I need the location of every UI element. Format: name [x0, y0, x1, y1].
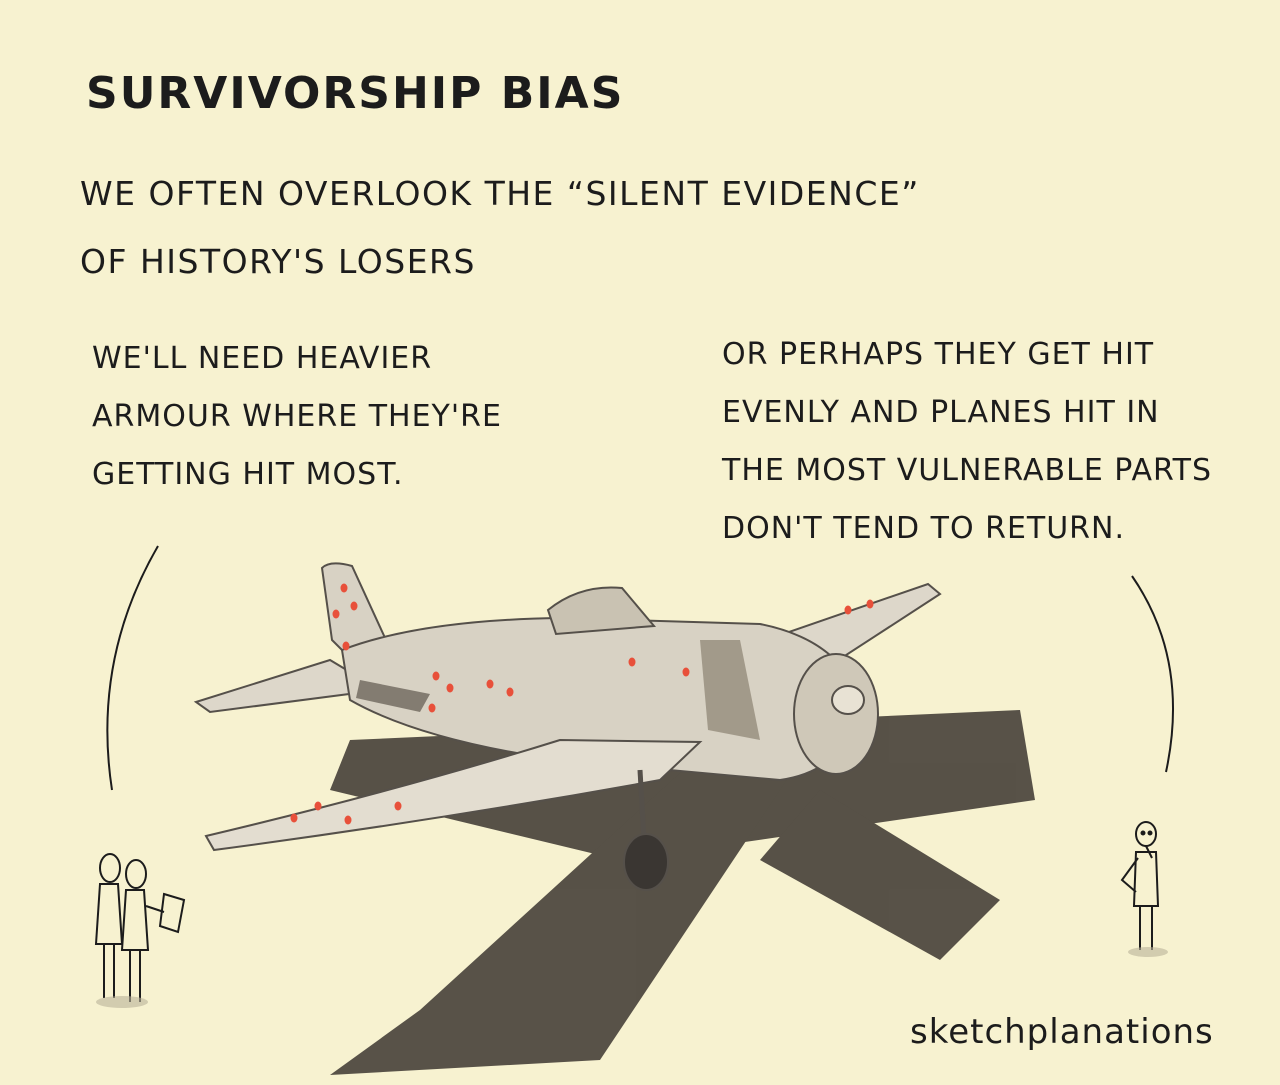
speech-right-line-2: EVENLY AND PLANES HIT IN — [722, 395, 1160, 430]
exhaust-band — [356, 680, 430, 712]
bullet-hole — [432, 671, 440, 681]
bullet-hole — [314, 801, 322, 811]
subtitle-line-2: OF HISTORY'S LOSERS — [80, 242, 476, 281]
fuselage-stripe — [700, 640, 760, 740]
bullet-hole — [428, 703, 436, 713]
ground-shadow-left — [96, 996, 148, 1008]
speech-left-line-2: ARMOUR WHERE THEY'RE — [92, 399, 502, 434]
stick-figure-right — [1120, 821, 1160, 950]
canopy — [546, 586, 657, 636]
speech-right-line-3: THE MOST VULNERABLE PARTS — [722, 453, 1213, 488]
bullet-hole — [446, 683, 454, 693]
ground-shadow-right — [1128, 947, 1168, 957]
bullet-hole — [332, 609, 340, 619]
plane — [193, 562, 942, 891]
bullet-hole — [344, 815, 352, 825]
bullet-hole — [844, 605, 852, 615]
landing-gear-strut — [637, 769, 647, 841]
bullet-hole — [486, 679, 494, 689]
speech-arc-right — [1131, 575, 1174, 773]
bullet-hole — [506, 687, 514, 697]
landing-wheel — [623, 833, 669, 891]
subtitle-line-1: WE OFTEN OVERLOOK THE “SILENT EVIDENCE” — [80, 174, 920, 213]
signature: sketchplanations — [910, 1012, 1214, 1052]
speech-right-line-4: DON'T TEND TO RETURN. — [722, 511, 1126, 546]
speech-right-line-1: OR PERHAPS THEY GET HIT — [722, 337, 1155, 372]
bullet-hole — [290, 813, 298, 823]
speech-right: OR PERHAPS THEY GET HIT EVENLY AND PLANE… — [722, 326, 1262, 558]
bullet-hole — [866, 599, 874, 609]
speech-left: WE'LL NEED HEAVIER ARMOUR WHERE THEY'RE … — [92, 330, 612, 504]
propeller-hub — [831, 685, 865, 715]
stick-figures-left — [94, 853, 186, 1002]
bullet-hole — [350, 601, 358, 611]
speech-arc-left — [106, 545, 159, 791]
speech-left-line-1: WE'LL NEED HEAVIER — [92, 341, 433, 376]
engine-cowl — [793, 653, 879, 775]
near-wing — [204, 738, 703, 852]
bullet-hole — [682, 667, 690, 677]
bullet-hole — [394, 801, 402, 811]
page-title: SURVIVORSHIP BIAS — [86, 68, 625, 119]
bullet-hole — [628, 657, 636, 667]
subtitle: WE OFTEN OVERLOOK THE “SILENT EVIDENCE” … — [80, 160, 1060, 296]
bullet-hole — [340, 583, 348, 593]
bullet-holes — [290, 583, 874, 825]
speech-left-line-3: GETTING HIT MOST. — [92, 457, 404, 492]
bullet-hole — [342, 641, 350, 651]
